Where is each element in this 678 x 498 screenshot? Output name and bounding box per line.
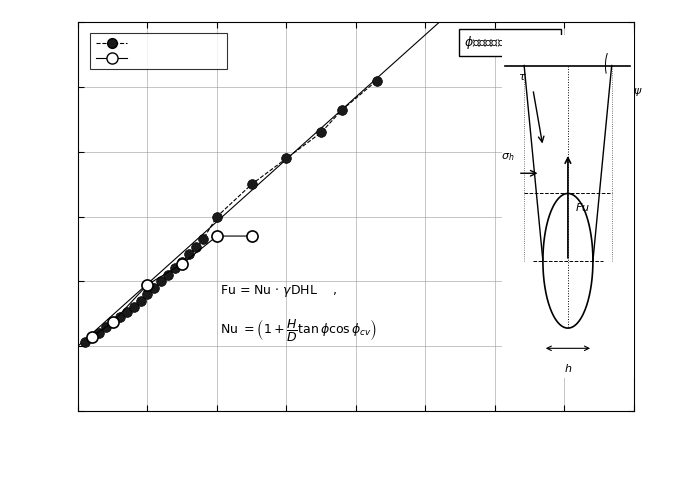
Text: $Fu$: $Fu$ (576, 201, 591, 213)
Text: $\phi$=51.6, $k$=0.75: $\phi$=51.6, $k$=0.75 (464, 34, 557, 51)
Legend: Vermeer, 実験: Vermeer, 実験 (89, 32, 227, 69)
Text: $h$: $h$ (564, 362, 572, 374)
Text: Nu $= \left(1 + \dfrac{H}{D}\tan\phi\cos\phi_{cv}\right)$: Nu $= \left(1 + \dfrac{H}{D}\tan\phi\cos… (220, 317, 378, 343)
Bar (502, 35, 634, 378)
Text: $\sigma_h$: $\sigma_h$ (500, 151, 514, 163)
Text: $\psi$: $\psi$ (633, 87, 643, 99)
Text: $\tau$: $\tau$ (518, 72, 527, 82)
Text: Fu = Nu $\cdot$ $\gamma$DHL    ,: Fu = Nu $\cdot$ $\gamma$DHL , (220, 283, 337, 299)
